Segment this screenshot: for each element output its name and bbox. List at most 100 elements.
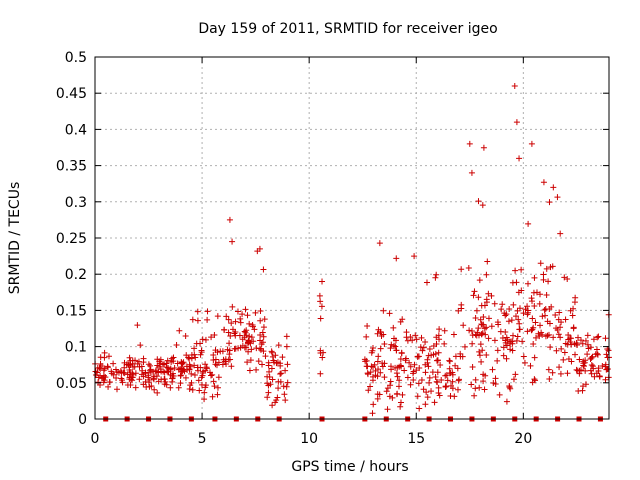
data-point <box>492 375 499 382</box>
data-point <box>471 392 478 399</box>
data-point <box>422 339 429 346</box>
data-point <box>527 362 534 369</box>
data-point <box>560 356 567 363</box>
data-point <box>500 344 507 351</box>
data-point <box>544 332 551 339</box>
data-point <box>476 277 483 284</box>
data-point <box>379 363 386 370</box>
data-point <box>438 376 445 383</box>
data-point <box>137 342 144 349</box>
data-point <box>444 377 451 384</box>
data-point <box>394 373 401 380</box>
data-point <box>480 378 487 385</box>
data-point <box>603 351 610 358</box>
data-point <box>540 179 547 186</box>
data-point <box>588 370 595 377</box>
data-point <box>317 298 324 305</box>
data-point <box>507 340 514 347</box>
data-point <box>550 334 557 341</box>
data-point <box>112 366 119 373</box>
data-point <box>524 303 531 310</box>
data-point <box>157 356 164 363</box>
data-point <box>208 372 215 379</box>
data-point <box>199 336 206 343</box>
data-point <box>277 378 284 385</box>
data-point <box>537 322 544 329</box>
data-point <box>192 354 199 361</box>
data-point <box>393 370 400 377</box>
data-point <box>524 311 531 318</box>
data-point <box>245 337 252 344</box>
data-point <box>284 379 291 386</box>
data-point <box>479 321 486 328</box>
data-point <box>131 363 138 370</box>
data-point <box>579 340 586 347</box>
data-point <box>588 354 595 361</box>
data-point <box>479 330 486 337</box>
data-point <box>524 280 531 287</box>
data-point <box>456 376 463 383</box>
data-point <box>383 388 390 395</box>
data-point <box>212 361 219 368</box>
data-point <box>284 361 291 368</box>
data-point <box>414 393 421 400</box>
data-point <box>225 329 232 336</box>
data-point <box>496 391 503 398</box>
data-point <box>409 337 416 344</box>
data-point <box>175 384 182 391</box>
data-point <box>237 315 244 322</box>
data-point <box>390 342 397 349</box>
data-point <box>361 356 368 363</box>
data-point <box>580 383 587 390</box>
data-point <box>376 240 383 247</box>
data-point <box>110 360 117 367</box>
data-point <box>442 383 449 390</box>
data-point <box>97 354 104 361</box>
data-point <box>393 255 400 262</box>
data-point <box>410 377 417 384</box>
data-point <box>584 332 591 339</box>
data-point <box>426 346 433 353</box>
data-point <box>476 348 483 355</box>
data-point <box>488 292 495 299</box>
data-point <box>155 369 162 376</box>
data-point <box>150 376 157 383</box>
data-point <box>475 325 482 332</box>
data-point <box>194 364 201 371</box>
data-points <box>92 82 612 417</box>
data-point <box>545 278 552 285</box>
data-point <box>555 316 562 323</box>
data-point <box>370 363 376 370</box>
data-point <box>248 334 255 341</box>
data-point <box>577 337 584 344</box>
data-point <box>589 363 596 370</box>
data-point <box>414 353 421 360</box>
data-point <box>397 399 404 406</box>
data-point <box>447 392 454 399</box>
data-point <box>477 341 484 348</box>
data-point <box>426 379 433 386</box>
data-point <box>98 375 105 382</box>
data-point <box>241 328 248 335</box>
data-point <box>249 321 256 328</box>
data-point <box>472 385 479 392</box>
data-point <box>530 340 537 347</box>
data-point <box>479 202 486 209</box>
data-point <box>188 370 195 377</box>
data-point <box>118 375 125 382</box>
data-point <box>554 194 561 201</box>
data-point <box>458 266 465 273</box>
data-point <box>582 367 589 374</box>
data-point <box>318 303 325 310</box>
data-point <box>231 345 238 352</box>
data-point <box>260 324 267 331</box>
data-point <box>198 349 205 356</box>
data-point <box>425 363 432 370</box>
data-point <box>417 344 424 351</box>
data-point <box>507 346 514 353</box>
data-point <box>269 376 276 383</box>
data-point <box>191 345 198 352</box>
data-point <box>475 198 482 205</box>
data-point <box>476 384 483 391</box>
data-point <box>194 317 201 324</box>
